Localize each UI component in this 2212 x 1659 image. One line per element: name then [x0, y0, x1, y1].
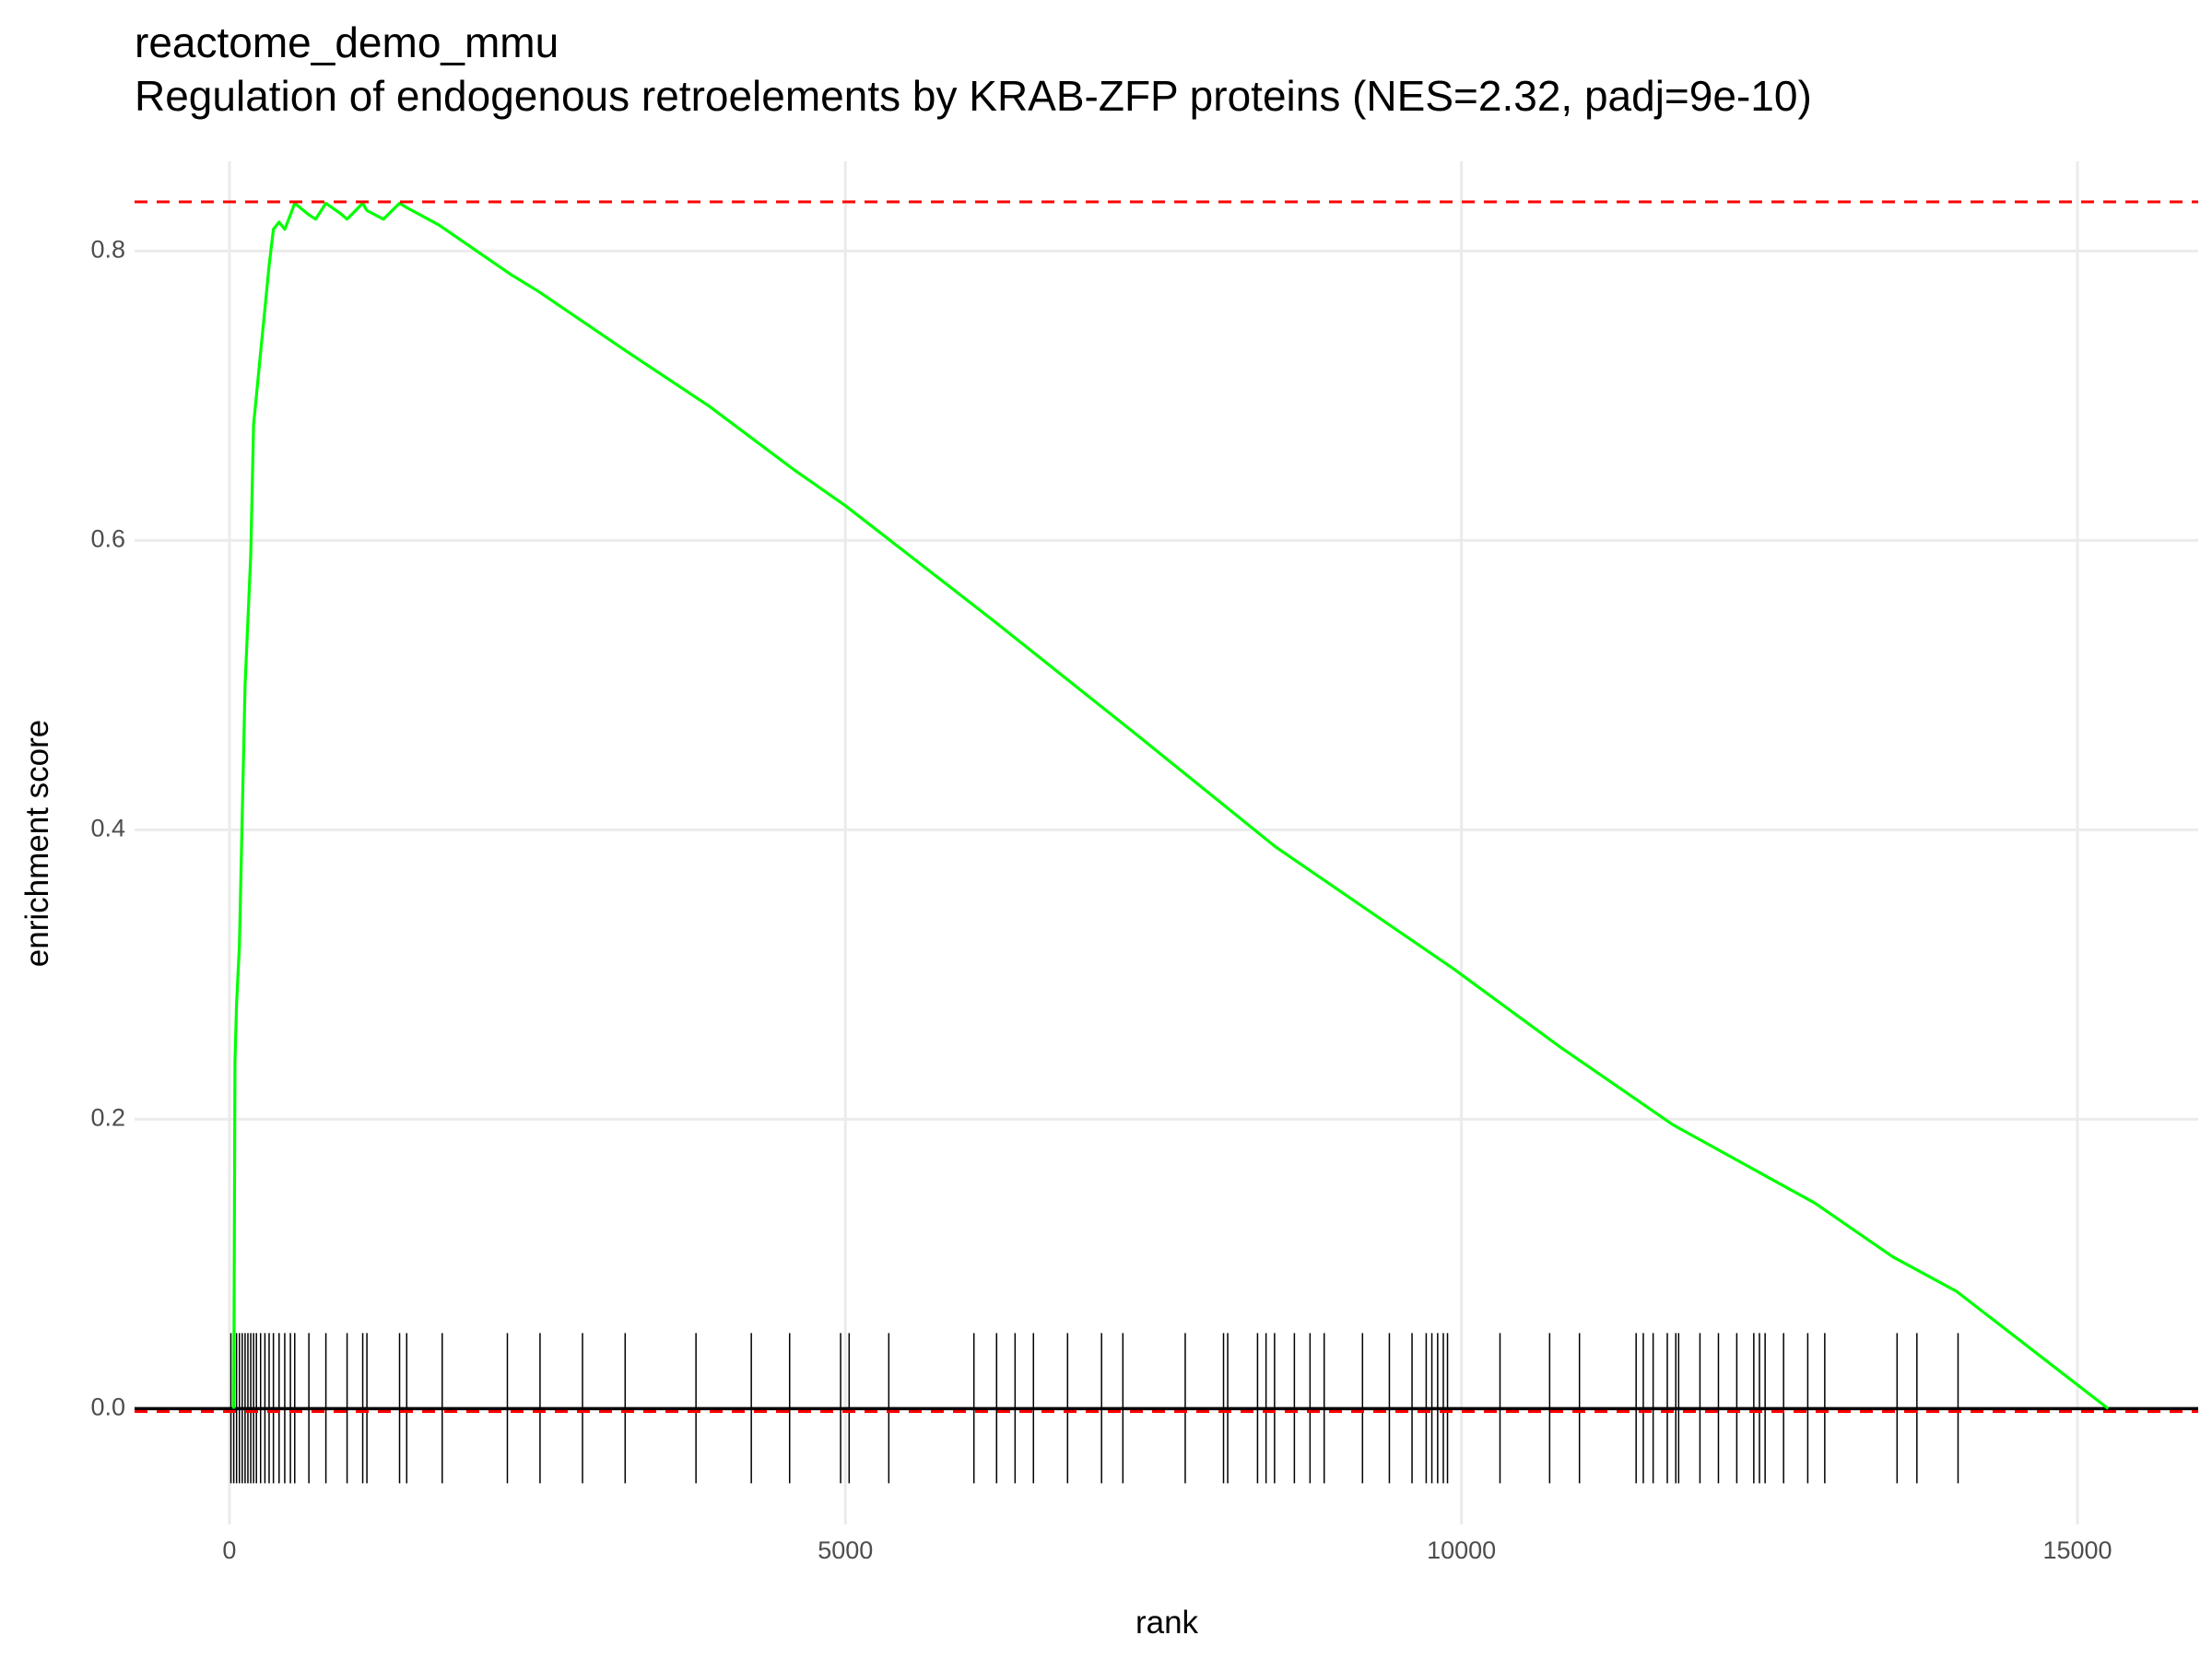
chart-subtitle: Regulation of endogenous retroelements b… — [135, 72, 1812, 120]
y-axis-title: enrichment score — [19, 720, 55, 967]
x-axis-title: rank — [1135, 1605, 1199, 1641]
y-tick-label: 0.2 — [90, 1104, 125, 1132]
chart-title: reactome_demo_mmu — [135, 18, 559, 66]
x-tick-label: 15000 — [2042, 1536, 2112, 1564]
y-tick-label: 0.6 — [90, 524, 125, 552]
es-line — [232, 201, 2110, 1410]
y-tick-label: 0.4 — [90, 814, 125, 841]
x-tick-label: 5000 — [818, 1536, 873, 1564]
y-tick-label: 0.0 — [90, 1394, 125, 1421]
y-tick-label: 0.8 — [90, 235, 125, 263]
x-tick-label: 0 — [222, 1536, 236, 1564]
x-tick-label: 10000 — [1427, 1536, 1496, 1564]
